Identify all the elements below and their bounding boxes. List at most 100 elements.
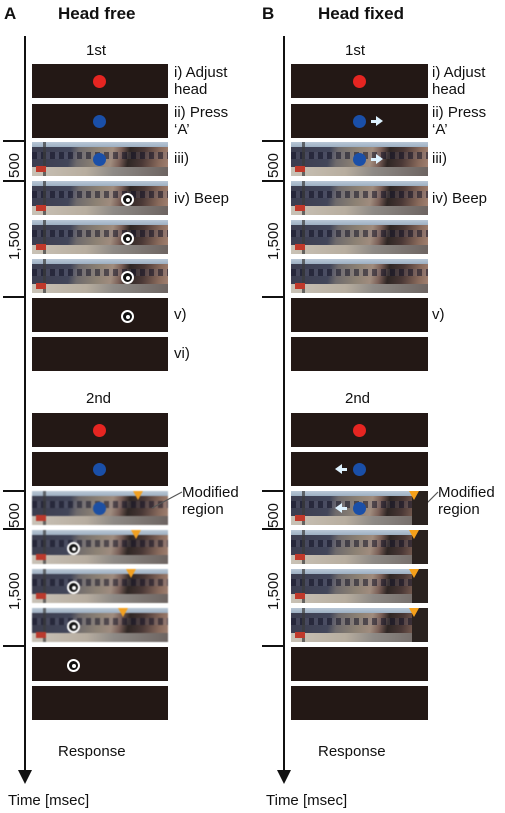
modified-region-marker <box>409 569 419 578</box>
step-label-i: i) Adjust head <box>174 64 228 98</box>
callout-line <box>151 491 183 509</box>
fixation-ring-icon <box>67 542 80 555</box>
blue-fixation-dot <box>93 463 106 476</box>
fixation-ring-icon <box>121 271 134 284</box>
street-scene-frame <box>32 608 168 642</box>
duration-tick <box>262 528 284 530</box>
panel-letter-a: A <box>4 4 17 23</box>
time-axis-arrowhead <box>277 770 291 784</box>
fixation-ring-icon <box>67 620 80 633</box>
fixation-ring-icon <box>121 193 134 206</box>
duration-label-1500: 1,500 <box>265 222 282 260</box>
street-scene-frame-iii <box>291 142 428 176</box>
trial-label-1st: 1st <box>86 42 107 59</box>
stimulus-frame-ii <box>32 452 168 486</box>
step-label-ii: ii) Press ‘A’ <box>174 104 229 138</box>
red-fixation-dot <box>93 424 106 437</box>
modified-region-marker <box>126 569 136 578</box>
street-scene-frame <box>291 259 428 293</box>
trial-label-2nd: 2nd <box>345 390 371 407</box>
trial-label-1st: 1st <box>345 42 366 59</box>
duration-tick <box>262 180 284 182</box>
street-scene-frame-iii <box>32 491 168 525</box>
blue-fixation-dot <box>353 463 366 476</box>
time-axis-line <box>24 36 26 774</box>
stimulus-frame-v <box>291 647 428 681</box>
blue-fixation-dot <box>353 502 366 515</box>
stimulus-frame-v <box>32 298 168 332</box>
step-label-iii: iii) <box>432 150 447 167</box>
fixation-ring-icon <box>67 659 80 672</box>
arrow-left-icon <box>335 464 347 474</box>
duration-label-1500: 1,500 <box>6 572 23 610</box>
street-scene-frame-iv <box>291 530 428 564</box>
blue-fixation-dot <box>353 153 366 166</box>
street-scene-frame <box>32 259 168 293</box>
street-scene-frame-iv <box>32 181 168 215</box>
duration-tick <box>3 490 25 492</box>
street-scene-frame <box>32 569 168 603</box>
duration-label-500: 500 <box>265 152 282 178</box>
red-fixation-dot <box>93 75 106 88</box>
blue-fixation-dot <box>353 115 366 128</box>
duration-label-500: 500 <box>6 502 23 528</box>
duration-tick <box>262 490 284 492</box>
stimulus-frame-ii <box>291 452 428 486</box>
modified-region-label: Modified region <box>182 484 239 518</box>
street-scene-frame-iv <box>32 530 168 564</box>
blue-fixation-dot <box>93 153 106 166</box>
duration-tick <box>3 296 25 298</box>
arrow-right-icon <box>371 116 383 126</box>
duration-tick <box>3 140 25 142</box>
step-label-ii: ii) Press ‘A’ <box>432 104 487 138</box>
street-scene-frame <box>291 608 428 642</box>
step-label-iv: iv) Beep <box>174 190 230 207</box>
step-label-i: i) Adjust head <box>432 64 486 98</box>
duration-label-1500: 1,500 <box>6 222 23 260</box>
blue-fixation-dot <box>93 502 106 515</box>
time-axis-label: Time [msec] <box>8 792 90 809</box>
step-label-v: v) <box>174 306 187 323</box>
panel-letter-b: B <box>262 4 275 23</box>
duration-label-1500: 1,500 <box>265 572 282 610</box>
time-axis-label: Time [msec] <box>266 792 348 809</box>
modified-region-marker <box>409 491 419 500</box>
modified-region-marker <box>409 608 419 617</box>
modified-region-marker <box>409 530 419 539</box>
stimulus-frame-i <box>291 64 428 98</box>
modified-region-marker <box>133 491 143 500</box>
stimulus-frame-v <box>291 298 428 332</box>
stimulus-frame-ii <box>291 104 428 138</box>
step-label-iii: iii) <box>174 150 189 167</box>
red-fixation-dot <box>353 75 366 88</box>
duration-tick <box>262 140 284 142</box>
street-scene-frame-iv <box>291 181 428 215</box>
duration-tick <box>262 645 284 647</box>
modified-region-marker <box>118 608 128 617</box>
step-label-vi: vi) <box>174 345 190 362</box>
stimulus-frame-vi <box>32 337 168 371</box>
panel-title-b: Head fixed <box>318 4 404 23</box>
street-scene-frame <box>291 220 428 254</box>
fixation-ring-icon <box>121 310 134 323</box>
duration-tick <box>3 528 25 530</box>
street-scene-frame <box>32 220 168 254</box>
stimulus-frame-vi <box>32 686 168 720</box>
modified-region-marker <box>131 530 141 539</box>
panel-title-a: Head free <box>58 4 136 23</box>
step-label-v: v) <box>432 306 445 323</box>
stimulus-frame-i <box>32 413 168 447</box>
duration-label-500: 500 <box>6 152 23 178</box>
duration-tick <box>3 180 25 182</box>
modified-region-label: Modified region <box>438 484 495 518</box>
fixation-ring-icon <box>67 581 80 594</box>
response-label: Response <box>318 743 386 760</box>
stimulus-frame-vi <box>291 686 428 720</box>
stimulus-frame-vi <box>291 337 428 371</box>
red-fixation-dot <box>353 424 366 437</box>
duration-tick <box>3 645 25 647</box>
arrow-right-icon <box>371 154 383 164</box>
stimulus-frame-ii <box>32 104 168 138</box>
time-axis-arrowhead <box>18 770 32 784</box>
street-scene-frame <box>291 569 428 603</box>
